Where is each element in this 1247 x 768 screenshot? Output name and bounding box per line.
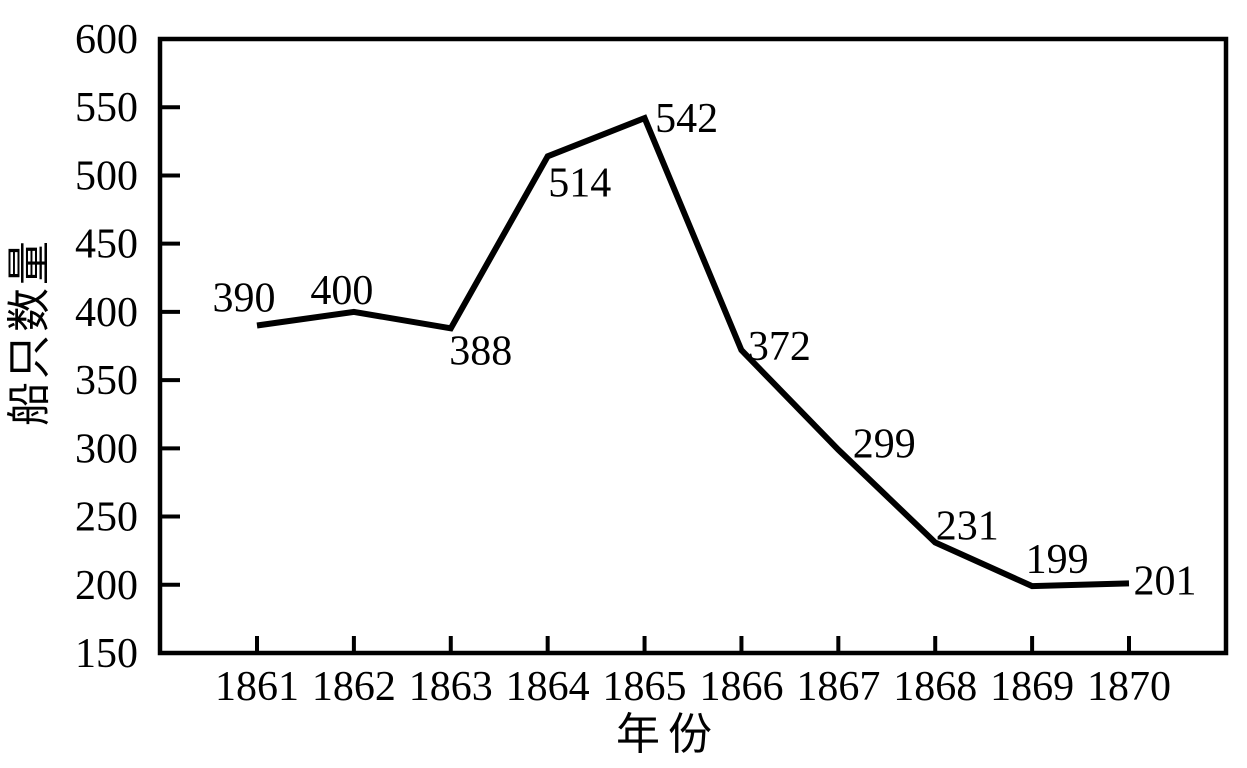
x-tick-label: 1861: [215, 664, 299, 710]
x-tick-label: 1869: [990, 664, 1074, 710]
y-tick-label: 250: [75, 495, 138, 541]
x-tick-label: 1865: [603, 664, 687, 710]
x-tick-label: 1864: [506, 664, 590, 710]
y-tick-label: 200: [75, 563, 138, 609]
data-point-label: 390: [213, 276, 276, 322]
x-tick-label: 1866: [699, 664, 783, 710]
y-tick-label: 350: [75, 358, 138, 404]
data-point-label: 299: [853, 422, 916, 468]
x-tick-label: 1863: [409, 664, 493, 710]
data-point-label: 514: [548, 160, 611, 206]
x-tick-label: 1868: [893, 664, 977, 710]
x-tick-label: 1862: [312, 664, 396, 710]
y-tick-label: 150: [75, 631, 138, 677]
y-tick-label: 300: [75, 426, 138, 472]
data-point-label: 542: [655, 96, 718, 142]
y-tick-label: 600: [75, 17, 138, 63]
x-axis-title: 年份: [616, 710, 720, 759]
y-tick-label: 550: [75, 85, 138, 131]
data-line: [256, 114, 1130, 590]
y-axis-title: 船只数量: [5, 238, 54, 426]
x-tick-label: 1867: [796, 664, 880, 710]
y-tick-label: 400: [75, 290, 138, 336]
plot-border: [157, 36, 1229, 656]
y-tick-label: 450: [75, 222, 138, 268]
data-point-label: 231: [936, 504, 999, 550]
data-point-label: 388: [449, 328, 512, 374]
data-point-label: 400: [310, 268, 373, 314]
data-point-label: 199: [1026, 537, 1089, 583]
data-point-label: 201: [1134, 558, 1197, 604]
data-point-label: 372: [748, 324, 811, 370]
y-tick-label: 500: [75, 153, 138, 199]
x-tick-label: 1870: [1087, 664, 1171, 710]
